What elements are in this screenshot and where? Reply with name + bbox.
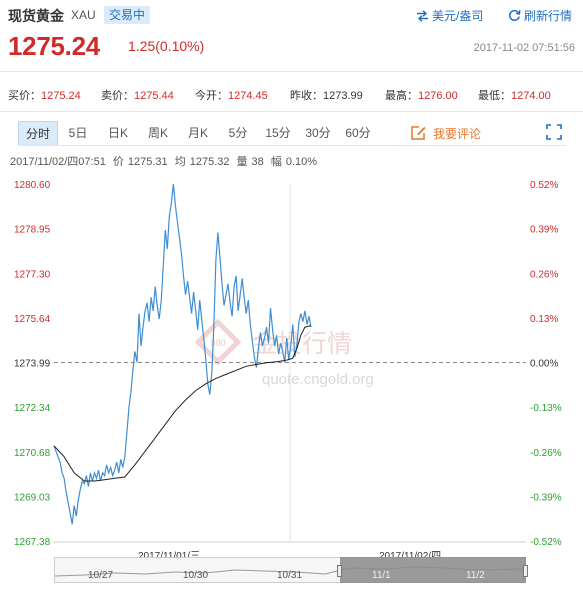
session-label-2: 2017/11/02/四 — [379, 547, 441, 562]
y-tick-label-left: 1275.64 — [14, 314, 51, 325]
tab-15min[interactable]: 15分 — [265, 126, 291, 140]
navigator-date: 11/2 — [466, 570, 485, 581]
navigator-left-handle[interactable] — [337, 565, 342, 577]
prev-close-label: 昨收： — [290, 90, 323, 102]
navigator-date: 10/30 — [183, 570, 209, 581]
tab-5day[interactable]: 5日 — [68, 126, 88, 140]
info-price: 1275.31 — [127, 156, 168, 168]
navigator-date: 10/31 — [277, 570, 303, 581]
y-tick-label-right: -0.52% — [530, 537, 562, 545]
watermark-url: quote.cngold.org — [262, 371, 374, 388]
status-badge: 交易中 — [104, 6, 151, 24]
tab-intraday[interactable]: 分时 — [18, 121, 58, 145]
y-tick-label-left: 1272.34 — [14, 403, 51, 414]
page-title: 现货黄金 — [8, 8, 64, 24]
tab-monthly-k[interactable]: 月K — [187, 126, 208, 140]
tab-30min[interactable]: 30分 — [305, 126, 331, 140]
chart-period-tabs: 分时 5日 日K 周K 月K 5分 15分 30分 60分 我要评论 — [18, 121, 566, 146]
prev-close-field: 昨收：1273.99 — [290, 87, 363, 103]
info-volume: 38 — [251, 156, 264, 168]
info-amplitude-label: 幅 — [270, 156, 282, 168]
low-label: 最低： — [478, 90, 511, 102]
info-avg: 1275.32 — [189, 156, 230, 168]
y-tick-label-left: 1278.95 — [14, 225, 51, 236]
tab-5min[interactable]: 5分 — [228, 126, 248, 140]
edit-icon — [411, 126, 426, 140]
y-tick-label-right: -0.13% — [530, 403, 562, 414]
refresh-icon — [509, 9, 521, 21]
fullscreen-button[interactable] — [546, 124, 562, 145]
quote-timestamp: 2017-11-02 07:51:56 — [473, 42, 575, 54]
ask-label: 卖价： — [101, 90, 134, 102]
navigator-date: 11/1 — [372, 570, 391, 581]
average-series-line — [53, 325, 312, 482]
navigator-right-handle[interactable] — [523, 565, 528, 577]
info-volume-label: 量 — [236, 156, 248, 168]
ask-field: 卖价：1275.44 — [101, 87, 174, 103]
refresh-quote-link[interactable]: 刷新行情 — [508, 7, 572, 24]
open-value: 1274.45 — [228, 90, 268, 102]
open-label: 今开： — [195, 90, 228, 102]
session-label-1: 2017/11/01/三 — [138, 547, 200, 562]
high-field: 最高：1276.00 — [385, 87, 458, 103]
price-change: 1.25(0.10%) — [128, 38, 205, 54]
tab-daily-k[interactable]: 日K — [107, 126, 128, 140]
bid-field: 买价：1275.24 — [8, 87, 81, 103]
y-tick-label-right: 0.00% — [530, 359, 558, 370]
y-tick-label-left: 1267.38 — [14, 537, 51, 545]
divider — [0, 111, 583, 112]
open-field: 今开：1274.45 — [195, 87, 268, 103]
prev-close-value: 1273.99 — [323, 90, 363, 102]
y-tick-label-right: 0.39% — [530, 225, 558, 236]
y-tick-label-left: 1280.60 — [14, 180, 51, 191]
svg-text:900: 900 — [210, 338, 225, 348]
navigator-date: 10/27 — [88, 570, 114, 581]
bid-label: 买价： — [8, 90, 41, 102]
comment-label: 我要评论 — [433, 126, 482, 141]
currency-unit-link[interactable]: 美元/盎司 — [416, 7, 483, 24]
refresh-label: 刷新行情 — [524, 9, 573, 23]
y-tick-label-right: 0.26% — [530, 269, 558, 280]
divider — [0, 71, 583, 72]
info-amplitude: 0.10% — [285, 156, 318, 168]
ask-value: 1275.44 — [134, 90, 174, 102]
tab-60min[interactable]: 60分 — [345, 126, 371, 140]
low-value: 1274.00 — [511, 90, 551, 102]
info-datetime: 2017/11/02/四07:51 — [10, 156, 106, 168]
last-price: 1275.24 — [8, 31, 100, 61]
currency-unit-label: 美元/盎司 — [432, 9, 484, 23]
y-tick-label-left: 1270.68 — [14, 448, 51, 459]
y-tick-label-right: -0.26% — [530, 448, 562, 459]
high-label: 最高： — [385, 90, 418, 102]
y-tick-label-right: 0.52% — [530, 180, 558, 191]
high-value: 1276.00 — [418, 90, 458, 102]
low-field: 最低：1274.00 — [478, 87, 551, 103]
swap-arrows-icon — [417, 9, 428, 22]
navigator-selection[interactable] — [340, 557, 526, 583]
y-tick-label-right: -0.39% — [530, 492, 562, 503]
symbol-label: XAU — [71, 8, 96, 22]
y-tick-label-right: 0.13% — [530, 314, 558, 325]
crosshair-info-bar: 2017/11/02/四07:51 价 1275.31 均 1275.32 量 38 … — [10, 153, 321, 169]
watermark: 900 金投行情 quote.cngold.org — [194, 318, 374, 388]
info-price-label: 价 — [112, 156, 124, 168]
y-tick-label-left: 1269.03 — [14, 492, 51, 503]
info-avg-label: 均 — [174, 156, 186, 168]
price-series-line — [53, 183, 312, 525]
tab-weekly-k[interactable]: 周K — [147, 126, 168, 140]
comment-button[interactable]: 我要评论 — [410, 121, 481, 145]
intraday-price-chart[interactable]: 900 金投行情 quote.cngold.org 1280.60 0.52% 12… — [0, 170, 583, 545]
bid-value: 1275.24 — [41, 90, 81, 102]
cngold-logo-icon: 900 — [194, 318, 242, 366]
y-tick-label-left: 1277.30 — [14, 269, 51, 280]
expand-icon — [546, 124, 562, 140]
y-tick-label-left: 1273.99 — [14, 359, 51, 370]
